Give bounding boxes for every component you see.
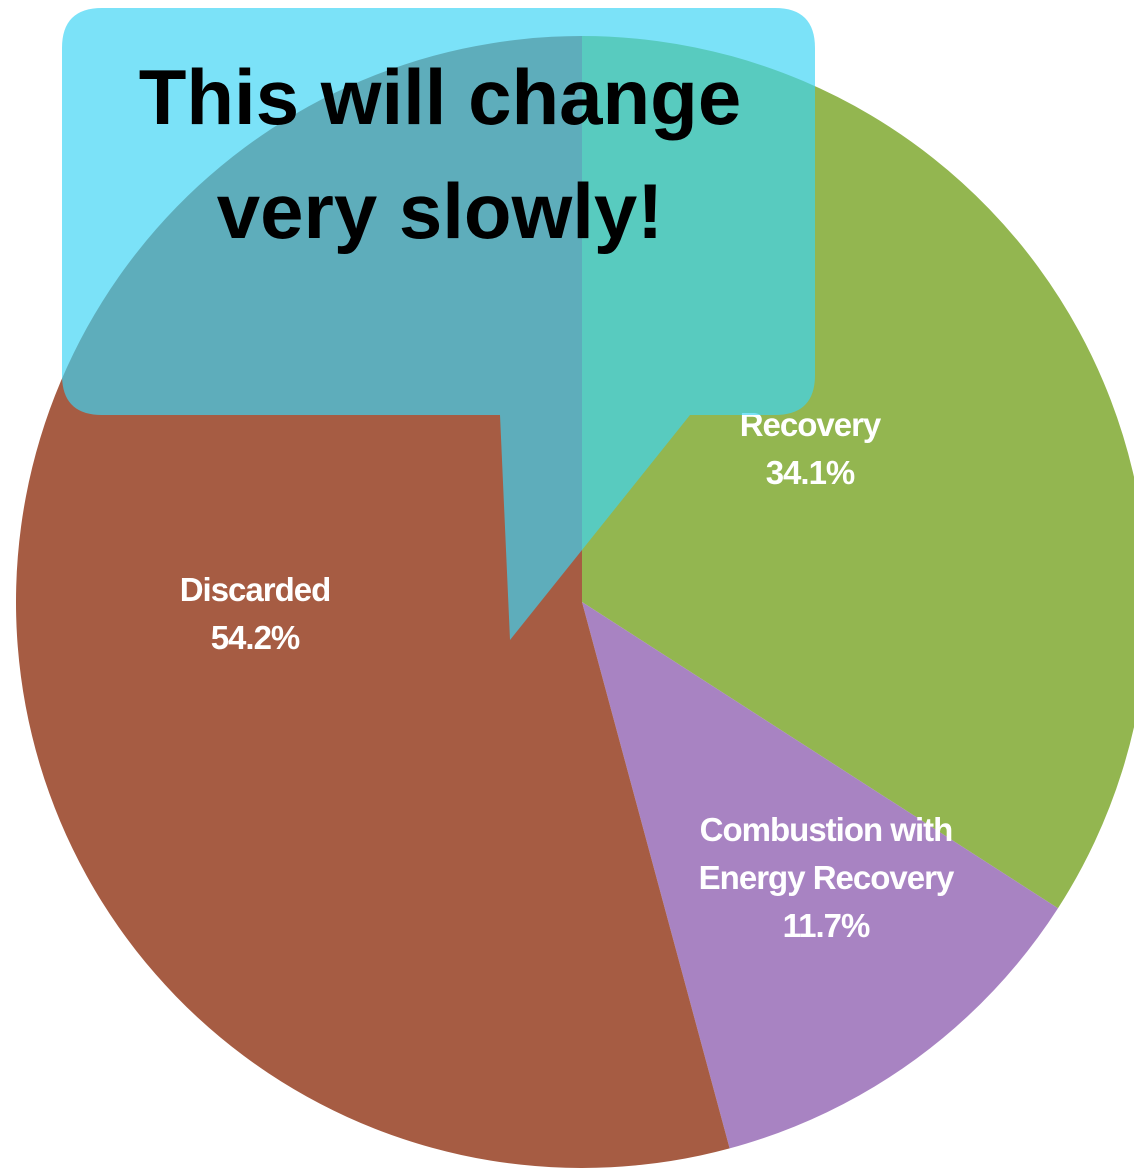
- category-label: Combustion with Energy Recovery: [698, 811, 955, 896]
- value-label: 54.2%: [210, 619, 301, 656]
- annotation: This will change very slowly!: [138, 53, 742, 255]
- speech-bubble: [62, 8, 815, 640]
- slice-label: Combustion with Energy Recovery 11.7%: [676, 806, 976, 950]
- pie-slice: [582, 602, 1058, 1149]
- category-label: Discarded: [179, 571, 332, 608]
- value-label: 11.7%: [782, 907, 871, 944]
- slice-label: Discarded 54.2%: [105, 566, 405, 662]
- value-label: 34.1%: [765, 454, 856, 491]
- slice-label: Recovery 34.1%: [660, 401, 960, 497]
